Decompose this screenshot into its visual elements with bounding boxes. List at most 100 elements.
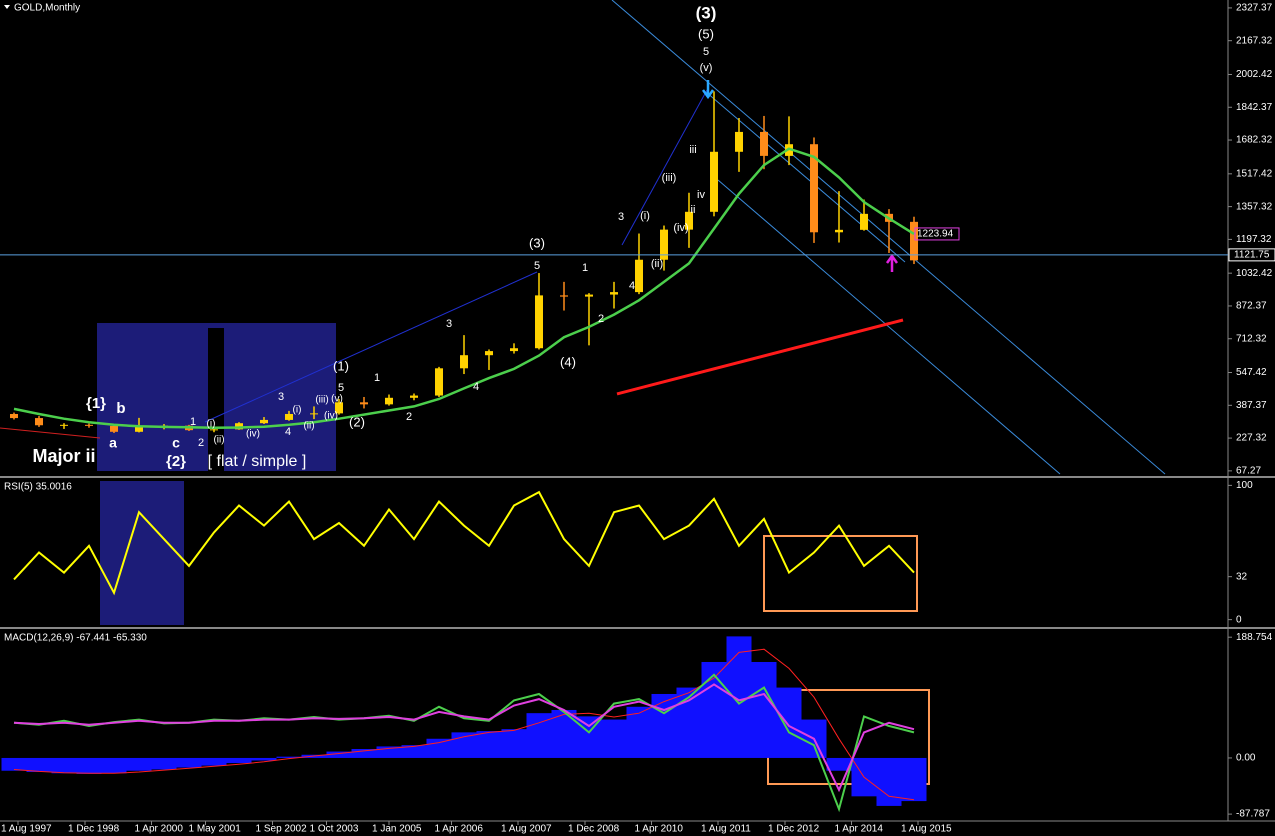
macd-bar [26,757,52,773]
wave-label: ii [691,204,696,216]
wave-label: 2 [198,437,204,449]
candle-body [360,402,368,405]
y-tick-label: 67.27 [1236,466,1261,477]
candle-body [10,413,18,419]
macd-bar [276,756,302,758]
wave-label: Major ii [32,446,95,466]
wave-label: c [172,435,180,451]
candle-body [460,355,468,369]
macd-bar [51,757,77,774]
y-tick-label: 1357.32 [1236,201,1273,212]
x-tick-label: 1 Apr 2006 [435,824,484,835]
trend-line [616,318,904,396]
rsi-title: RSI(5) 35.0016 [4,482,72,493]
ma-label-box [914,227,960,241]
macd-bar [751,661,777,758]
candle-body [60,424,68,426]
rsi-decor [100,481,184,625]
wave-label: [ flat / simple ] [208,453,307,470]
y-tick-label: 712.32 [1236,333,1267,344]
channel-line [717,179,1061,475]
wave-line [204,271,538,423]
y-tick-label: 387.37 [1236,400,1267,411]
y-tick-label: 1682.32 [1236,135,1273,146]
macd-bar [651,693,677,758]
wave-label: (3) [696,3,717,22]
candle-body [760,131,768,156]
wave-label: (v) [331,394,343,405]
candle-body [435,368,443,396]
pane [0,91,1228,434]
x-tick-label: 1 Dec 2008 [568,824,620,835]
y-tick-label: -87.787 [1236,809,1270,820]
macd-bar [201,757,227,766]
x-tick-label: 1 Aug 2011 [701,824,751,835]
price-decor [0,0,1166,475]
y-tick-label: 188.754 [1236,632,1273,643]
macd-bar [401,745,427,758]
wave-label: {2} [166,453,186,470]
macd-bar [176,757,202,768]
macd-bar [451,732,477,758]
macd-bar [501,729,527,758]
highlight-box [763,535,918,612]
price-label: 1121.75 [1234,250,1270,261]
x-tick-label: 1 Apr 2010 [635,824,684,835]
y-tick-label: 100 [1236,480,1253,491]
menu-icon[interactable] [4,5,10,9]
wave-label: 4 [473,381,479,393]
y-tick-label: 1842.37 [1236,102,1273,113]
candle-body [110,425,118,432]
candle-body [210,429,218,431]
rsi-line [13,490,915,596]
wave-label: (ii) [651,258,663,270]
macd-bar [126,757,152,771]
candle-body [385,397,393,405]
candle-body [285,413,293,420]
wave-line [621,89,708,246]
y-tick-label: 0.00 [1236,753,1256,764]
wave-label: (ii) [303,421,314,432]
y-tick-label: 227.32 [1236,433,1267,444]
y-tick-label: 1032.42 [1236,268,1273,279]
candle-body [585,294,593,297]
y-tick-label: 0 [1236,614,1242,625]
x-tick-label: 1 Oct 2003 [310,824,359,835]
ma-label: 1223.94 [917,229,954,240]
wave-label: b [116,400,125,417]
x-tick-label: 1 Dec 2012 [768,824,820,835]
wave-label: 5 [703,46,709,58]
chart-title: GOLD,Monthly [14,3,80,14]
wave-label: 5 [534,260,540,272]
shaded-zone [100,481,184,625]
wave-label: iv [697,189,705,201]
x-tick-label: 1 Apr 2000 [135,824,184,835]
y-tick-label: 872.37 [1236,301,1267,312]
candle-body [335,402,343,414]
wave-label: (i) [207,419,216,430]
candle-body [710,151,718,212]
macd-bar [76,757,102,774]
arrow-down [701,80,715,100]
wave-label: (iv) [246,429,260,440]
candle-body [85,424,93,426]
macd-bar [526,713,552,758]
pane [13,490,915,596]
wave-label: 2 [406,411,412,423]
wave-label: 3 [446,318,452,330]
wave-label: 4 [285,426,291,438]
candle-body [260,419,268,424]
macd-bar [376,746,402,758]
macd-bar [901,757,927,802]
x-tick-label: 1 May 2001 [189,824,242,835]
candle-body [910,221,918,261]
wave-label: 5 [338,382,344,394]
macd-bar [1,757,27,771]
candle-body [735,131,743,152]
y-tick-label: 32 [1236,571,1248,582]
macd-bar [876,757,902,806]
candle-body [610,292,618,295]
wave-label: (iii) [315,395,328,406]
x-tick-label: 1 Aug 2007 [501,824,552,835]
black-zone [208,328,224,471]
